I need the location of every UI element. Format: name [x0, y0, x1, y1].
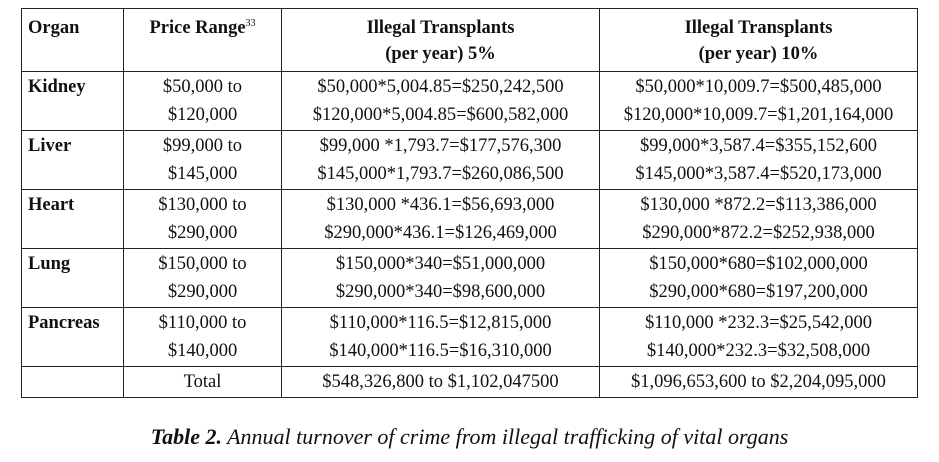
- price-low: $50,000 to: [162, 77, 243, 97]
- price-low: $110,000 to: [158, 313, 247, 333]
- total-label: Total: [123, 366, 282, 398]
- price-high: $145,000: [167, 164, 238, 184]
- transplants-10pct-cell: $50,000*10,009.7=$500,485,000 $120,000*1…: [599, 71, 918, 131]
- price-range-cell: $99,000 to $145,000: [123, 130, 282, 190]
- transplants-5pct-cell: $130,000 *436.1=$56,693,000 $290,000*436…: [281, 189, 600, 249]
- header-transplants-10pct: Illegal Transplants (per year) 10%: [599, 8, 918, 72]
- table-row-lung: Lung $150,000 to $290,000 $150,000*340=$…: [21, 248, 918, 308]
- price-range-cell: $130,000 to $290,000: [123, 189, 282, 249]
- calc-high: $290,000*680=$197,200,000: [649, 282, 868, 302]
- price-range-cell: $150,000 to $290,000: [123, 248, 282, 308]
- header-price-range: Price Range33: [123, 8, 282, 72]
- price-low: $99,000 to: [162, 136, 243, 156]
- transplants-5pct-cell: $50,000*5,004.85=$250,242,500 $120,000*5…: [281, 71, 600, 131]
- organ-name: Heart: [21, 189, 124, 249]
- table-header-row: Organ Price Range33 Illegal Transplants …: [21, 8, 918, 72]
- calc-low: $50,000*10,009.7=$500,485,000: [635, 77, 882, 97]
- organ-trafficking-table-wrapper: Organ Price Range33 Illegal Transplants …: [21, 8, 918, 398]
- calc-low: $110,000 *232.3=$25,542,000: [644, 313, 873, 333]
- calc-low: $50,000*5,004.85=$250,242,500: [317, 77, 564, 97]
- organ-name: Pancreas: [21, 307, 124, 367]
- calc-low: $110,000*116.5=$12,815,000: [329, 313, 552, 333]
- header-5pct-line1: Illegal Transplants: [366, 18, 515, 38]
- organ-trafficking-table: Organ Price Range33 Illegal Transplants …: [21, 8, 918, 398]
- organ-name: Kidney: [21, 71, 124, 131]
- transplants-10pct-cell: $99,000*3,587.4=$355,152,600 $145,000*3,…: [599, 130, 918, 190]
- header-price-range-label: Price Range: [149, 18, 246, 38]
- caption-label: Table 2.: [150, 424, 223, 449]
- caption-text: Annual turnover of crime from illegal tr…: [222, 424, 789, 449]
- calc-high: $120,000*10,009.7=$1,201,164,000: [623, 105, 894, 125]
- footnote-ref: 33: [245, 17, 256, 29]
- calc-low: $130,000 *436.1=$56,693,000: [326, 195, 555, 215]
- price-high: $290,000: [167, 282, 238, 302]
- calc-low: $99,000*3,587.4=$355,152,600: [639, 136, 878, 156]
- organ-name: Liver: [21, 130, 124, 190]
- price-low: $150,000 to: [158, 254, 247, 274]
- calc-low: $150,000*680=$102,000,000: [649, 254, 868, 274]
- table-caption: Table 2. Annual turnover of crime from i…: [0, 424, 939, 450]
- header-5pct-line2: (per year) 5%: [385, 44, 496, 64]
- transplants-10pct-cell: $110,000 *232.3=$25,542,000 $140,000*232…: [599, 307, 918, 367]
- transplants-5pct-cell: $150,000*340=$51,000,000 $290,000*340=$9…: [281, 248, 600, 308]
- price-range-cell: $110,000 to $140,000: [123, 307, 282, 367]
- calc-high: $145,000*3,587.4=$520,173,000: [635, 164, 882, 184]
- price-high: $120,000: [167, 105, 238, 125]
- table-row-total: Total $548,326,800 to $1,102,047500 $1,0…: [21, 366, 918, 398]
- price-high: $290,000: [167, 223, 238, 243]
- header-10pct-line1: Illegal Transplants: [684, 18, 833, 38]
- price-range-cell: $50,000 to $120,000: [123, 71, 282, 131]
- price-high: $140,000: [167, 341, 238, 361]
- calc-high: $290,000*340=$98,600,000: [335, 282, 546, 302]
- calc-high: $290,000*872.2=$252,938,000: [642, 223, 875, 243]
- table-row-pancreas: Pancreas $110,000 to $140,000 $110,000*1…: [21, 307, 918, 367]
- transplants-5pct-cell: $99,000 *1,793.7=$177,576,300 $145,000*1…: [281, 130, 600, 190]
- transplants-10pct-cell: $130,000 *872.2=$113,386,000 $290,000*87…: [599, 189, 918, 249]
- calc-high: $140,000*232.3=$32,508,000: [646, 341, 871, 361]
- total-10pct: $1,096,653,600 to $2,204,095,000: [599, 366, 918, 398]
- transplants-5pct-cell: $110,000*116.5=$12,815,000 $140,000*116.…: [281, 307, 600, 367]
- table-row-heart: Heart $130,000 to $290,000 $130,000 *436…: [21, 189, 918, 249]
- calc-high: $290,000*436.1=$126,469,000: [324, 223, 557, 243]
- total-5pct: $548,326,800 to $1,102,047500: [281, 366, 600, 398]
- table-row-kidney: Kidney $50,000 to $120,000 $50,000*5,004…: [21, 71, 918, 131]
- calc-low: $99,000 *1,793.7=$177,576,300: [319, 136, 562, 156]
- total-empty-cell: [21, 366, 124, 398]
- organ-name: Lung: [21, 248, 124, 308]
- calc-high: $120,000*5,004.85=$600,582,000: [312, 105, 569, 125]
- header-10pct-line2: (per year) 10%: [698, 44, 819, 64]
- calc-high: $140,000*116.5=$16,310,000: [329, 341, 552, 361]
- calc-low: $130,000 *872.2=$113,386,000: [640, 195, 877, 215]
- transplants-10pct-cell: $150,000*680=$102,000,000 $290,000*680=$…: [599, 248, 918, 308]
- header-organ: Organ: [21, 8, 124, 72]
- header-transplants-5pct: Illegal Transplants (per year) 5%: [281, 8, 600, 72]
- price-low: $130,000 to: [158, 195, 247, 215]
- calc-low: $150,000*340=$51,000,000: [335, 254, 546, 274]
- table-row-liver: Liver $99,000 to $145,000 $99,000 *1,793…: [21, 130, 918, 190]
- calc-high: $145,000*1,793.7=$260,086,500: [317, 164, 564, 184]
